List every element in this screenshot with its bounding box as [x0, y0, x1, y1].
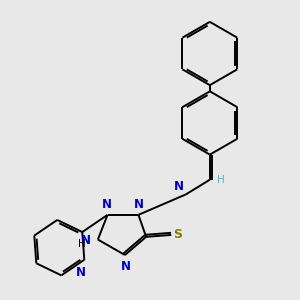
Text: N: N [76, 266, 86, 278]
Text: N: N [102, 198, 112, 211]
Text: N: N [81, 234, 91, 247]
Text: N: N [174, 180, 184, 193]
Text: N: N [121, 260, 131, 273]
Text: H: H [217, 176, 224, 185]
Text: S: S [173, 228, 182, 242]
Text: N: N [134, 198, 144, 211]
Text: H: H [78, 239, 86, 249]
